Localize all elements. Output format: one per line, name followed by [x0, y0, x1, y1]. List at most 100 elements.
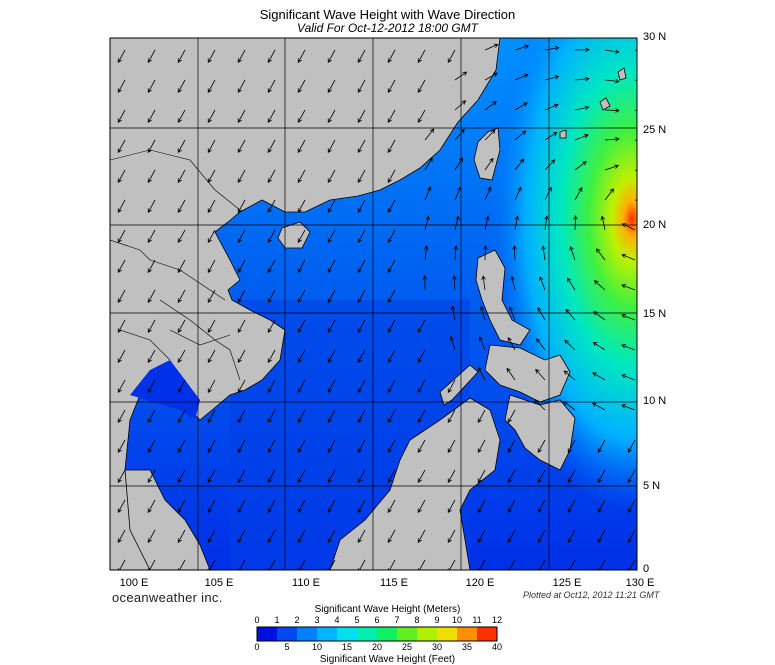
wave-arrow [514, 130, 526, 141]
wave-arrow [417, 319, 426, 333]
lon-label-105e: 105 E [204, 577, 234, 589]
wave-arrow [417, 409, 426, 423]
wave-arrow-head [237, 448, 242, 453]
wave-arrow [207, 469, 216, 483]
wave-arrow-head [327, 58, 332, 63]
wave-arrow [237, 409, 246, 423]
wave-arrow [267, 529, 276, 543]
colorbar-tick-meters: 12 [491, 615, 502, 625]
wave-arrow [207, 409, 216, 423]
wave-arrow-head [477, 508, 482, 513]
wave-arrow-head [645, 200, 649, 204]
wave-arrow [177, 409, 186, 423]
wave-arrow-head [117, 118, 122, 123]
wave-arrow-head [147, 208, 152, 213]
wave-arrow [447, 49, 456, 63]
wave-arrow [592, 372, 606, 381]
wave-arrow [297, 259, 306, 273]
wave-arrow [329, 559, 336, 570]
wave-arrow-head [117, 58, 122, 63]
wave-arrow [297, 469, 306, 483]
colorbar-tick-meters: 11 [472, 615, 482, 625]
wave-arrow [237, 319, 246, 333]
wave-arrow-head [297, 238, 302, 243]
wave-arrow [237, 379, 246, 393]
wave-arrow [479, 559, 486, 570]
wave-arrow [447, 469, 456, 483]
wave-arrow-head [521, 130, 527, 135]
wave-arrow [237, 139, 246, 153]
wave-arrow [570, 246, 576, 261]
wave-arrow [387, 259, 396, 273]
wave-arrow [119, 559, 126, 570]
lon-label-110e: 110 E [292, 577, 320, 589]
wave-arrow-head [327, 538, 332, 543]
colorbar-tick-meters: 1 [274, 615, 280, 625]
wave-arrow-head [357, 148, 362, 153]
wave-arrow [357, 259, 366, 273]
wave-arrow-head [177, 148, 182, 153]
wave-arrow-head [447, 478, 452, 483]
wave-arrow-head [267, 148, 272, 153]
wave-arrow [207, 79, 216, 93]
wave-arrow-head [627, 448, 632, 453]
wave-arrow [147, 469, 156, 483]
wave-arrow-head [517, 186, 522, 192]
wave-arrow [622, 223, 636, 231]
wave-arrow [267, 139, 276, 153]
wave-arrow [629, 559, 636, 570]
wave-arrow-head [237, 508, 242, 513]
wave-arrow [117, 409, 126, 423]
wave-arrow [147, 229, 156, 243]
colorbar-tick-meters: 5 [354, 615, 360, 625]
wave-arrow-head [147, 358, 152, 363]
lon-label-115e: 115 E [380, 577, 408, 589]
wave-arrow-head [447, 388, 452, 393]
wave-arrow [544, 104, 559, 111]
wave-arrow [357, 379, 366, 393]
colorbar-swatch [417, 627, 438, 641]
wave-arrow-head [387, 58, 392, 63]
wave-arrow-head [621, 283, 626, 289]
wave-arrow-head [327, 358, 332, 363]
wave-arrow-head [297, 148, 302, 153]
wave-arrow [509, 559, 516, 570]
wave-arrow-head [357, 298, 362, 303]
wave-arrow [419, 559, 426, 570]
wave-arrow [237, 469, 246, 483]
wave-arrow [387, 349, 396, 363]
wave-arrow-head [267, 448, 272, 453]
wave-arrow-head [450, 305, 456, 311]
colorbar-swatch [277, 627, 298, 641]
plot-frame [109, 37, 638, 571]
wave-arrow-head [357, 178, 362, 183]
wave-arrow-head [537, 478, 542, 483]
wave-direction-arrows [117, 43, 649, 570]
wave-arrow [357, 319, 366, 333]
wave-arrow [417, 379, 426, 393]
wave-arrow [237, 259, 246, 273]
colorbar-swatch [317, 627, 338, 641]
wave-arrow [267, 469, 276, 483]
wave-arrow [267, 49, 276, 63]
wave-arrow-head [207, 508, 212, 513]
wave-arrow [327, 49, 336, 63]
wave-arrow-head [452, 275, 457, 280]
colorbar-swatch [257, 627, 278, 641]
wave-arrow-head [507, 418, 512, 423]
wave-arrow-head [428, 157, 433, 162]
wave-arrow [357, 169, 366, 183]
wave-arrow [539, 559, 546, 570]
wave-arrow [117, 469, 126, 483]
wave-arrow-head [507, 478, 512, 483]
wave-arrow [357, 439, 366, 453]
wave-arrow-head [297, 178, 302, 183]
wave-arrow-head [177, 268, 182, 273]
wave-arrow-head [147, 538, 152, 543]
wave-arrow-head [387, 298, 392, 303]
wave-arrow [147, 379, 156, 393]
wave-arrow [177, 379, 186, 393]
wave-arrow [327, 469, 336, 483]
wave-arrow-head [297, 478, 302, 483]
wave-arrow-head [147, 478, 152, 483]
